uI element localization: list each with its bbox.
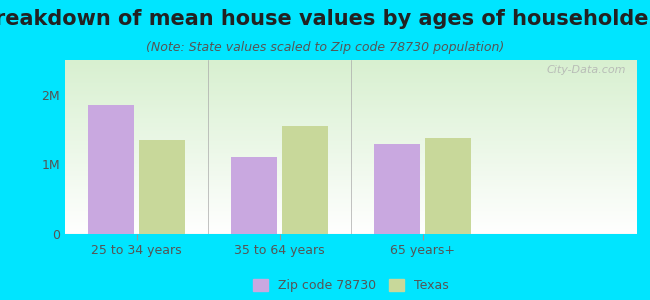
Text: (Note: State values scaled to Zip code 78730 population): (Note: State values scaled to Zip code 7… (146, 40, 504, 53)
Bar (425, 138, 471, 234)
Legend: Zip code 78730, Texas: Zip code 78730, Texas (248, 274, 454, 297)
Bar (231, 158, 277, 234)
Bar (88, 105, 134, 234)
Bar (374, 143, 420, 234)
Text: City-Data.com: City-Data.com (546, 65, 625, 75)
Text: Breakdown of mean house values by ages of householders: Breakdown of mean house values by ages o… (0, 9, 650, 29)
Bar (139, 140, 185, 234)
Bar (282, 126, 328, 234)
